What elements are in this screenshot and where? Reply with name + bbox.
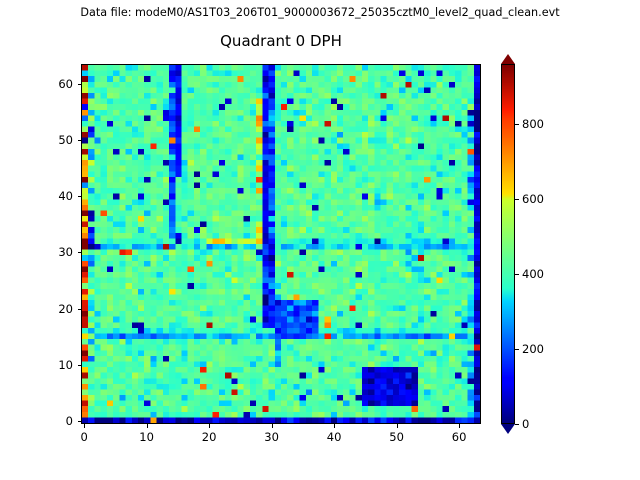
y-tick-label-40: 40 [58,189,73,204]
y-tick-50 [77,139,81,141]
colorbar-tick-label-200: 200 [522,342,544,356]
colorbar-extend-low-arrow-icon [501,424,515,434]
colorbar-tick-400 [515,274,519,275]
colorbar-tick-label-400: 400 [522,267,544,281]
x-tick-0 [84,424,86,428]
data-file-suptitle: Data file: modeM0/AS1T03_206T01_90000036… [80,6,560,19]
x-tick-label-30: 30 [264,430,279,444]
y-tick-30 [77,252,81,254]
x-tick-label-20: 20 [201,430,217,444]
colorbar-tick-label-600: 600 [522,192,544,206]
y-tick-40 [77,196,81,198]
x-tick-50 [396,424,398,428]
y-tick-label-10: 10 [58,357,73,372]
colorbar-tick-0 [515,424,519,425]
y-tick-label-30: 30 [58,245,73,260]
colorbar-gradient [502,65,514,423]
y-tick-label-20: 20 [58,301,73,316]
x-tick-10 [146,424,148,428]
colorbar-extend-high-arrow-icon [501,54,515,64]
y-tick-0 [77,421,81,423]
dph-heatmap-image [82,65,480,423]
y-tick-20 [77,308,81,310]
x-tick-label-10: 10 [139,430,154,444]
x-tick-30 [271,424,273,428]
x-tick-label-60: 60 [451,430,467,444]
x-tick-label-0: 0 [80,430,88,444]
colorbar-tick-600 [515,199,519,200]
colorbar-tick-label-0: 0 [522,417,530,431]
y-tick-label-50: 50 [58,132,73,147]
colorbar-tick-200 [515,349,519,350]
colorbar-tick-label-800: 800 [522,117,544,131]
x-tick-60 [459,424,461,428]
y-tick-60 [77,83,81,85]
x-tick-label-50: 50 [389,430,404,444]
x-tick-label-40: 40 [326,430,342,444]
y-tick-label-60: 60 [58,76,73,91]
y-tick-10 [77,364,81,366]
page-title: Quadrant 0 DPH [220,32,342,50]
colorbar [501,54,515,434]
x-tick-40 [334,424,336,428]
x-tick-20 [209,424,211,428]
heatmap-axes [81,64,481,424]
y-tick-label-0: 0 [65,414,73,429]
colorbar-body [501,64,515,424]
colorbar-tick-800 [515,124,519,125]
